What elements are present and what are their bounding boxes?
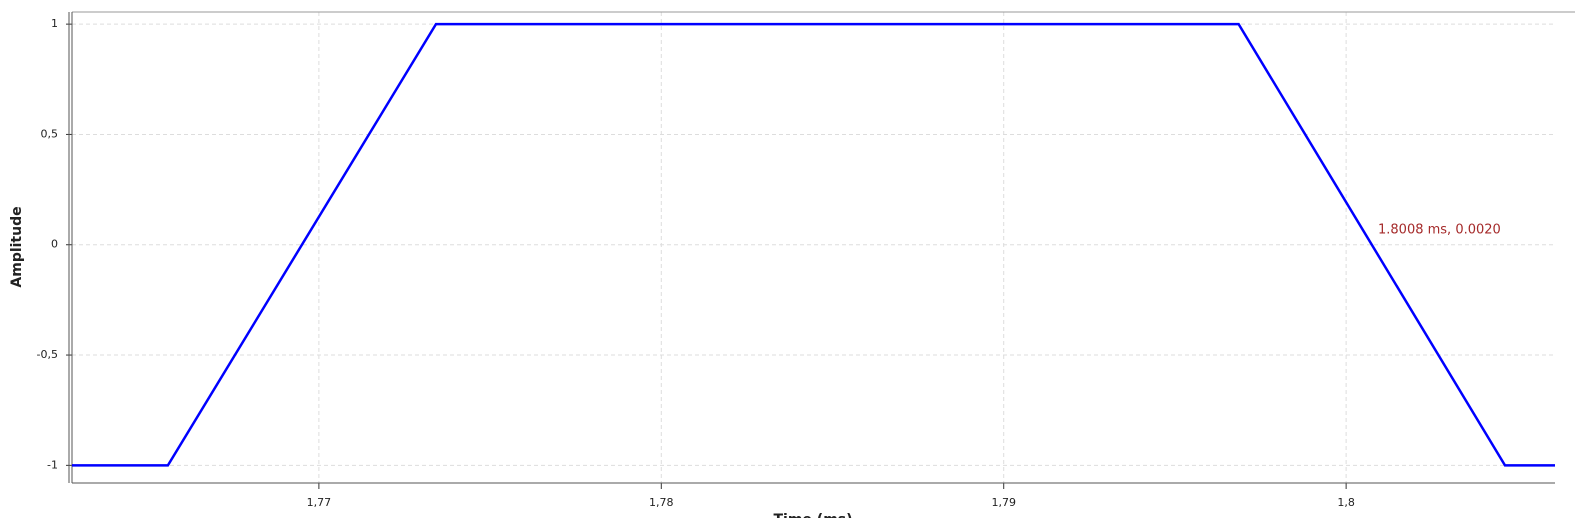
x-tick-label: 1,79 <box>991 496 1016 509</box>
x-tick-label: 1,78 <box>649 496 674 509</box>
y-axis-label: Amplitude <box>9 206 25 287</box>
y-tick-label: -0,5 <box>37 348 58 361</box>
annotation: 1.8008 ms, 0.0020 <box>1378 223 1501 238</box>
data-line <box>72 22 1555 467</box>
y-tick-label: 0,5 <box>41 127 59 140</box>
x-tick-label: 1,77 <box>307 496 332 509</box>
y-tick-label: 1 <box>51 17 58 30</box>
y-tick-label: 0 <box>51 238 58 251</box>
y-tick-label: -1 <box>47 458 58 471</box>
x-tick-label: 1,8 <box>1337 496 1355 509</box>
x-axis-label: Time (ms) <box>773 512 852 518</box>
